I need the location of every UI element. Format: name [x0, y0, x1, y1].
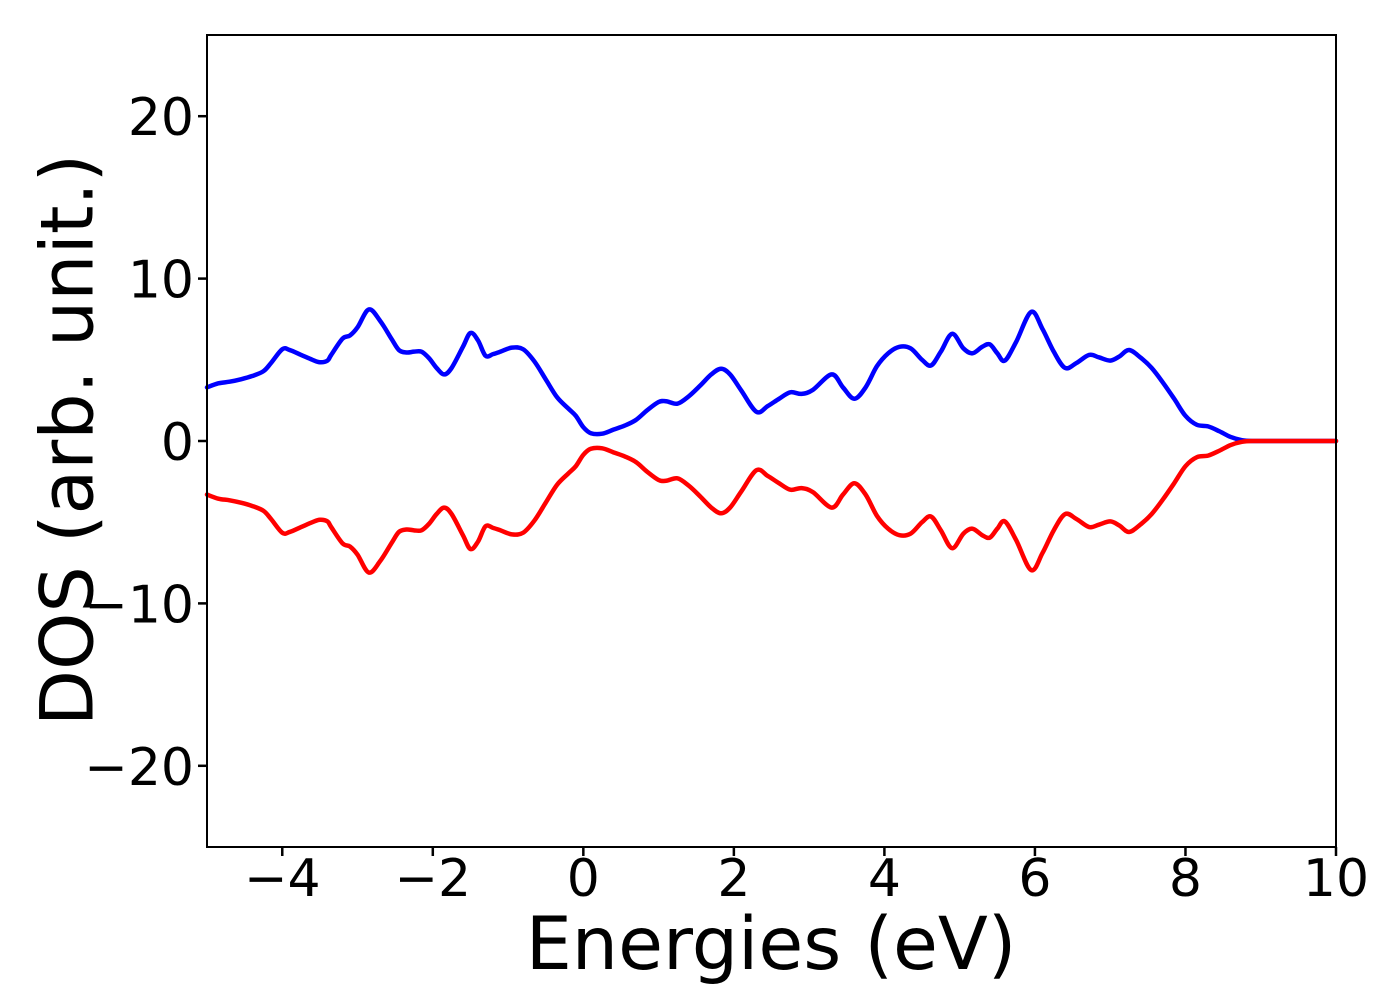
- x-axis-tick-label: 6: [1018, 849, 1051, 909]
- x-axis-tick-label: −4: [244, 849, 321, 909]
- x-axis-tick-label: 8: [1169, 849, 1202, 909]
- plot-area: [207, 35, 1336, 847]
- y-axis-label: DOS (arb. unit.): [25, 153, 111, 727]
- y-axis-tick-label: 0: [161, 413, 194, 473]
- x-axis-tick-label: 2: [717, 849, 750, 909]
- y-axis-tick-label: 10: [128, 251, 194, 311]
- y-axis-tick-label: −20: [84, 738, 194, 798]
- y-axis-tick-label: 20: [128, 88, 194, 148]
- x-axis-tick-label: 4: [868, 849, 901, 909]
- y-axis-tick-label: −10: [84, 575, 194, 635]
- spin-up-curve: [204, 307, 1339, 444]
- x-axis-tick-label: 0: [567, 849, 600, 909]
- axes-spines: [206, 34, 1337, 848]
- x-axis-tick-label: 10: [1303, 849, 1369, 909]
- x-axis-tick-label: −2: [394, 849, 471, 909]
- x-axis-label: Energies (eV): [525, 902, 1017, 987]
- spin-down-curve: [204, 438, 1339, 575]
